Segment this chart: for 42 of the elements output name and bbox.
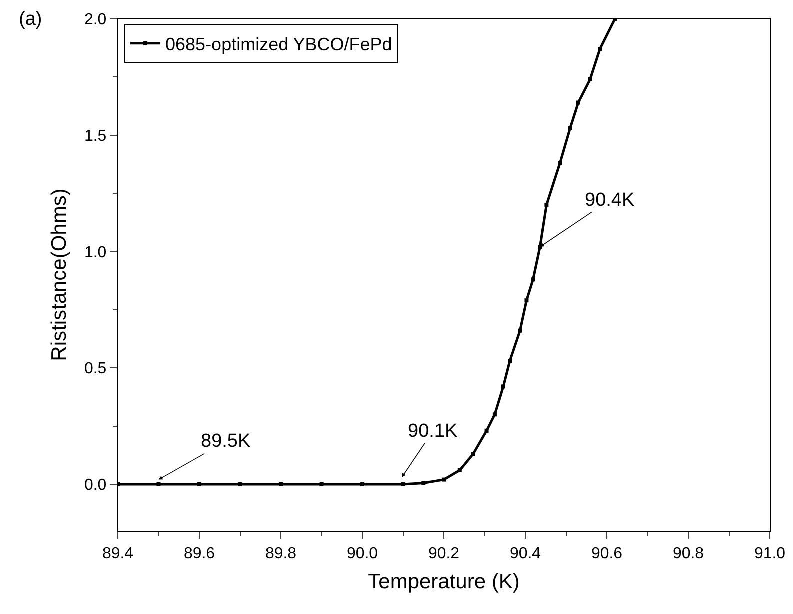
y-tick-label: 0.5 xyxy=(84,360,107,378)
x-tick-label: 91.0 xyxy=(754,545,786,562)
point xyxy=(501,384,506,389)
point xyxy=(492,412,497,417)
point xyxy=(508,359,512,364)
point xyxy=(442,478,446,482)
point xyxy=(401,482,406,486)
y-tick-label: 0.0 xyxy=(84,477,107,494)
text: (a) xyxy=(19,9,42,30)
y-tick-label: 1.0 xyxy=(84,244,107,262)
x-tick-label: 89.8 xyxy=(265,545,297,562)
point xyxy=(484,428,489,433)
point xyxy=(558,161,562,166)
annotation: 90.1K xyxy=(408,421,458,442)
x-tick-label: 90.4 xyxy=(510,545,542,562)
point xyxy=(568,126,572,130)
point xyxy=(422,481,426,486)
x-tick-label: 89.4 xyxy=(102,545,134,562)
legend-label: 0685-optimized YBCO/FePd xyxy=(166,34,392,54)
point xyxy=(524,298,529,303)
point xyxy=(238,482,242,486)
point xyxy=(156,482,161,486)
point xyxy=(588,78,592,82)
point xyxy=(598,47,602,52)
x-tick-label: 90.6 xyxy=(591,545,623,562)
x-tick-label: 90.2 xyxy=(428,545,460,562)
x-axis-title: Temperature (K) xyxy=(368,570,520,594)
point xyxy=(458,468,462,472)
point xyxy=(518,328,522,333)
point xyxy=(471,452,476,456)
x-tick-label: 89.6 xyxy=(184,545,216,562)
point xyxy=(544,203,549,208)
point xyxy=(531,278,536,282)
x-tick-label: 90.0 xyxy=(346,545,378,562)
y-axis-title: Rististance(Ohms) xyxy=(48,188,71,362)
annotation: 90.4K xyxy=(585,190,635,211)
annotation: 89.5K xyxy=(201,431,251,452)
point xyxy=(320,482,324,486)
x-tick-label: 90.8 xyxy=(672,545,704,562)
y-tick-label: 2.0 xyxy=(84,12,107,29)
y-tick-label: 1.5 xyxy=(84,128,107,145)
point xyxy=(576,100,580,105)
